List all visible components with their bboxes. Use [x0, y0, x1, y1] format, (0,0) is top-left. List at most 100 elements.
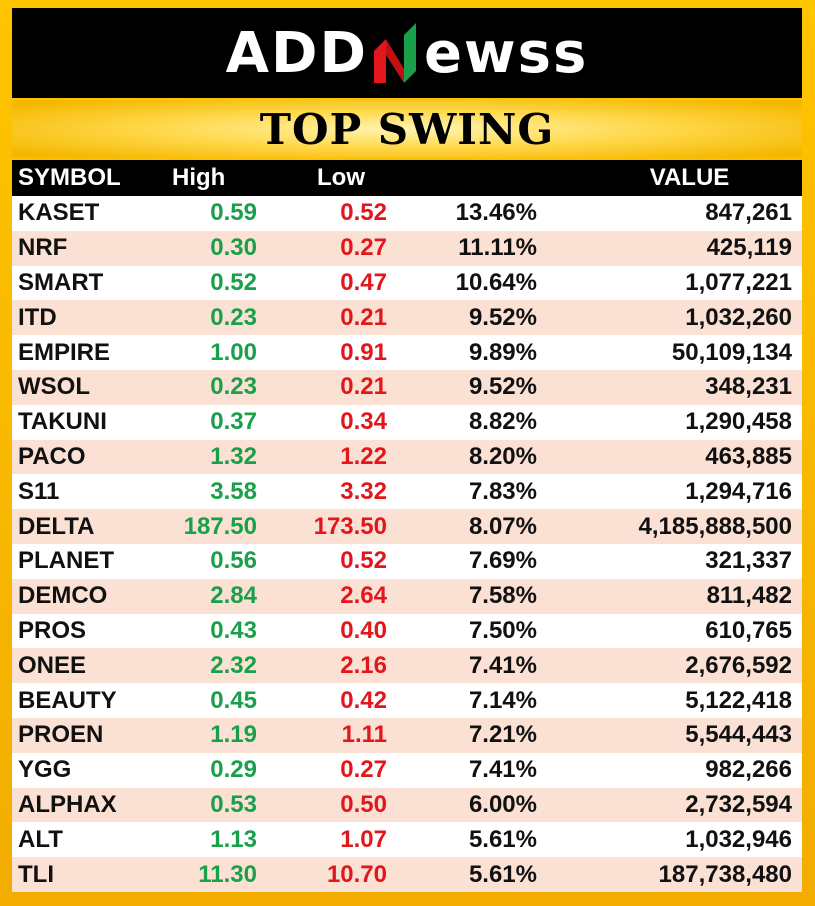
value-cell: 811,482	[706, 582, 792, 610]
table-row: YGG 0.29 0.27 7.41% 982,266	[12, 752, 802, 788]
high-cell: 1.00	[210, 338, 257, 366]
value-cell: 1,294,716	[685, 477, 792, 505]
n-chart-logo-icon	[373, 23, 416, 83]
symbol-cell: KASET	[18, 199, 100, 227]
value-cell: 463,885	[705, 442, 792, 470]
value-cell: 1,032,260	[685, 303, 792, 331]
pct-cell: 8.20%	[468, 442, 537, 470]
symbol-cell: PACO	[18, 442, 86, 470]
table-row: SMART 0.52 0.47 10.64% 1,077,221	[12, 265, 802, 301]
high-cell: 0.45	[210, 686, 257, 714]
low-cell: 0.27	[340, 756, 387, 784]
pct-cell: 5.61%	[468, 825, 537, 853]
value-cell: 4,185,888,500	[638, 512, 792, 540]
pct-cell: 8.82%	[468, 408, 537, 436]
high-cell: 1.13	[210, 825, 257, 853]
symbol-cell: ALPHAX	[18, 790, 117, 818]
symbol-cell: TAKUNI	[18, 408, 107, 436]
low-cell: 0.27	[340, 234, 387, 262]
low-cell: 0.50	[340, 790, 387, 818]
table-body: KASET 0.59 0.52 13.46% 847,261 NRF 0.30 0.27 11.…	[12, 196, 802, 892]
pct-cell: 6.00%	[468, 790, 537, 818]
pct-cell: 7.41%	[468, 651, 537, 679]
table-row: TLI 11.30 10.70 5.61% 187,738,480	[12, 857, 802, 892]
table-row: TAKUNI 0.37 0.34 8.82% 1,290,458	[12, 404, 802, 440]
pct-cell: 8.07%	[468, 512, 537, 540]
table-row: ITD 0.23 0.21 9.52% 1,032,260	[12, 300, 802, 336]
high-cell: 0.29	[210, 756, 257, 784]
header-value: VALUE	[649, 164, 730, 191]
symbol-cell: ITD	[18, 303, 57, 331]
symbol-cell: YGG	[18, 756, 72, 784]
symbol-cell: ALT	[18, 825, 63, 853]
value-cell: 982,266	[705, 756, 792, 784]
symbol-cell: S11	[18, 477, 60, 505]
low-cell: 10.70	[326, 860, 387, 888]
swing-table: SYMBOL High Low VALUE KASET 0.59 0.52 13.46…	[12, 160, 802, 892]
table-row: DELTA 187.50 173.50 8.07% 4,185,888,500	[12, 509, 802, 544]
pct-cell: 7.58%	[468, 582, 537, 610]
symbol-cell: EMPIRE	[18, 338, 111, 366]
value-cell: 1,077,221	[685, 268, 792, 296]
pct-cell: 7.83%	[468, 477, 537, 505]
table-row: ALPHAX 0.53 0.50 6.00% 2,732,594	[12, 787, 802, 823]
table-row: WSOL 0.23 0.21 9.52% 348,231	[12, 369, 802, 405]
table-row: DEMCO 2.84 2.64 7.58% 811,482	[12, 578, 802, 614]
table-header: SYMBOL High Low VALUE	[12, 160, 802, 196]
logo-text-left: ADD	[225, 20, 368, 86]
pct-cell: 11.11%	[458, 234, 537, 262]
pct-cell: 9.52%	[468, 373, 537, 401]
brand-logo: ADD ewss	[226, 21, 589, 86]
low-cell: 0.42	[340, 686, 387, 714]
value-cell: 2,676,592	[685, 651, 792, 679]
low-cell: 1.22	[340, 442, 387, 470]
low-cell: 0.21	[340, 303, 387, 331]
table-row: PACO 1.32 1.22 8.20% 463,885	[12, 439, 802, 475]
high-cell: 0.30	[210, 234, 257, 262]
value-cell: 50,109,134	[671, 338, 792, 366]
pct-cell: 7.14%	[468, 686, 537, 714]
low-cell: 0.52	[340, 199, 387, 227]
symbol-cell: DEMCO	[18, 582, 108, 610]
low-cell: 1.11	[341, 721, 387, 749]
symbol-cell: SMART	[18, 268, 104, 296]
value-cell: 610,765	[705, 616, 792, 644]
value-cell: 847,261	[705, 199, 792, 227]
high-cell: 0.23	[210, 373, 257, 401]
header-low: Low	[317, 164, 365, 191]
value-cell: 348,231	[705, 373, 792, 401]
low-cell: 2.16	[340, 651, 387, 679]
logo-text-right: ewss	[423, 20, 589, 86]
table-row: ONEE 2.32 2.16 7.41% 2,676,592	[12, 648, 802, 684]
pct-cell: 13.46%	[455, 199, 537, 227]
low-cell: 0.40	[340, 616, 387, 644]
pct-cell: 5.61%	[468, 860, 537, 888]
symbol-cell: NRF	[18, 234, 68, 262]
table-row: BEAUTY 0.45 0.42 7.14% 5,122,418	[12, 683, 802, 718]
symbol-cell: TLI	[18, 860, 54, 888]
high-cell: 0.23	[210, 303, 257, 331]
low-cell: 0.34	[340, 408, 387, 436]
symbol-cell: ONEE	[18, 651, 87, 679]
pct-cell: 7.41%	[468, 756, 537, 784]
table-row: KASET 0.59 0.52 13.46% 847,261	[12, 196, 802, 231]
high-cell: 0.37	[210, 408, 257, 436]
symbol-cell: PROS	[18, 616, 87, 644]
table-row: PROS 0.43 0.40 7.50% 610,765	[12, 613, 802, 649]
high-cell: 1.19	[210, 721, 257, 749]
symbol-cell: WSOL	[18, 373, 90, 401]
value-cell: 1,290,458	[685, 408, 792, 436]
symbol-cell: PROEN	[18, 721, 104, 749]
pct-cell: 9.89%	[468, 338, 537, 366]
value-cell: 1,032,946	[685, 825, 792, 853]
pct-cell: 7.21%	[468, 721, 537, 749]
high-cell: 3.58	[210, 477, 257, 505]
low-cell: 0.21	[340, 373, 387, 401]
high-cell: 2.32	[210, 651, 257, 679]
high-cell: 11.30	[198, 860, 257, 888]
high-cell: 2.84	[210, 582, 257, 610]
table-row: EMPIRE 1.00 0.91 9.89% 50,109,134	[12, 335, 802, 370]
low-cell: 0.91	[340, 338, 387, 366]
pct-cell: 9.52%	[468, 303, 537, 331]
